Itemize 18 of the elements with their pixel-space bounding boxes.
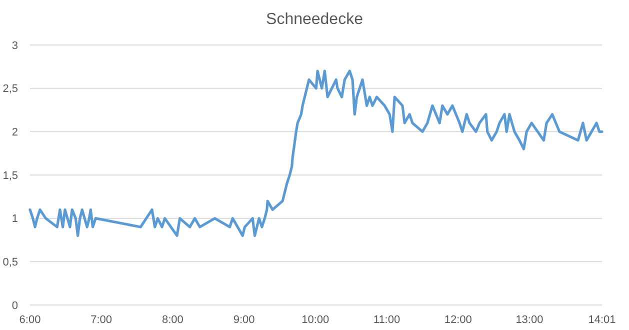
y-tick-label: 0 xyxy=(12,300,18,312)
line-series xyxy=(28,70,604,237)
x-tick-label: 10:00 xyxy=(302,314,330,326)
chart-title: Schneedecke xyxy=(266,11,364,28)
x-tick-label: 9:00 xyxy=(233,314,255,326)
y-tick-label: 3 xyxy=(12,40,18,52)
y-tick-label: 1 xyxy=(12,213,18,226)
x-tick-label: 7:00 xyxy=(90,314,112,326)
x-tick-label: 12:00 xyxy=(444,314,472,326)
y-tick-label: 1,5 xyxy=(2,170,18,182)
y-tick-label: 2 xyxy=(12,126,18,139)
x-tick-label: 13:00 xyxy=(516,314,544,326)
x-tick-label: 6:00 xyxy=(19,314,41,326)
y-tick-label: 2,5 xyxy=(2,83,18,96)
x-tick-label: 11:00 xyxy=(373,314,400,326)
y-tick-label: 0,5 xyxy=(2,256,18,269)
x-tick-label: 14:01 xyxy=(588,314,616,326)
x-tick-label: 8:00 xyxy=(162,314,184,326)
